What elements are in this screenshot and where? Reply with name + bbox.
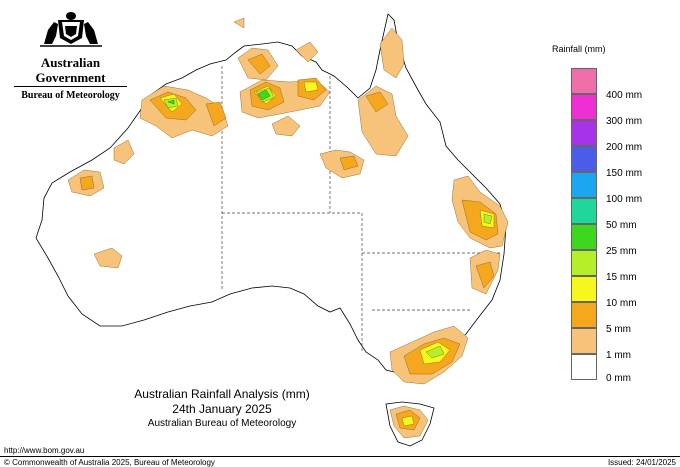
map-title-block: Australian Rainfall Analysis (mm) 24th J… [110,387,334,430]
legend-label: 0 mm [606,373,631,384]
copyright-text: © Commonwealth of Australia 2025, Bureau… [4,458,215,467]
legend-swatch [571,302,597,328]
legend-swatch [571,198,597,224]
legend-label: 100 mm [606,194,643,205]
map-date: 24th January 2025 [172,402,272,416]
legend-title: Rainfall (mm) [552,44,606,54]
legend-swatch [571,276,597,302]
legend-label: 300 mm [606,116,643,127]
state-borders [221,66,500,352]
coat-of-arms-icon [39,12,102,47]
government-name: Australian Government [35,55,106,85]
legend-swatch [571,120,597,146]
legend-swatch [571,172,597,198]
map-title: Australian Rainfall Analysis (mm) [134,387,310,401]
footer-divider [0,456,680,457]
legend-swatch [571,354,597,380]
rain-25mm-areas [167,89,271,105]
legend-label: 10 mm [606,298,637,309]
legend-swatch [571,146,597,172]
map-source: Australian Bureau of Meteorology [147,418,297,429]
legend-label: 50 mm [606,220,637,231]
bureau-name: Bureau of Meteorology [21,90,120,101]
legend-swatch [571,94,597,120]
legend-label: 1 mm [606,350,631,361]
legend-label: 15 mm [606,272,637,283]
issued-date: Issued: 24/01/2025 [607,458,676,467]
legend-swatch [571,68,597,94]
legend-swatch [571,250,597,276]
legend-swatch [571,328,597,354]
legend-label: 150 mm [606,168,643,179]
government-logo: Australian Government Bureau of Meteorol… [8,8,133,102]
legend-swatch [571,224,597,250]
bom-url-link[interactable]: http://www.bom.gov.au [4,446,85,455]
legend-label: 200 mm [606,142,643,153]
legend-label: 25 mm [606,246,637,257]
legend-label: 400 mm [606,90,643,101]
logo-divider [14,86,127,87]
rain-15mm-areas [163,87,493,359]
legend-label: 5 mm [606,324,631,335]
